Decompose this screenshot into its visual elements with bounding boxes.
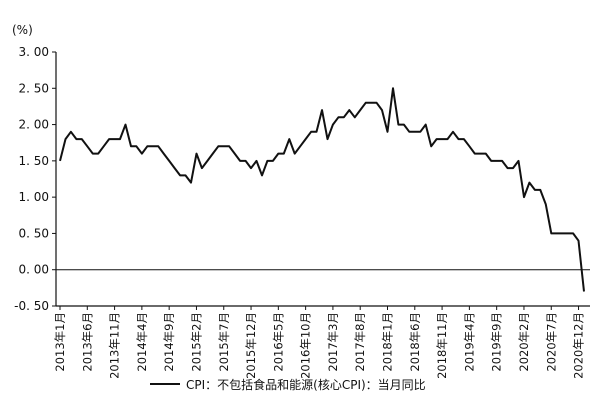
x-tick-label: 2015年7月 [217, 312, 231, 372]
x-tick-label: 2016年5月 [271, 312, 285, 372]
y-tick-label: 0. 50 [18, 226, 49, 240]
x-tick-label: 2018年11月 [435, 312, 449, 379]
y-tick-label: 0. 00 [18, 263, 49, 277]
x-tick-label: 2019年4月 [462, 312, 476, 372]
x-tick-label: 2019年9月 [490, 312, 504, 372]
x-tick-label: 2013年11月 [108, 312, 122, 379]
x-tick-label: 2015年2月 [189, 312, 203, 372]
y-tick-label: 2. 50 [18, 81, 49, 95]
x-tick-label: 2016年10月 [299, 312, 313, 379]
x-tick-label: 2013年6月 [80, 312, 94, 372]
x-tick-label: 2018年6月 [408, 312, 422, 372]
y-tick-labels: 3. 00 2. 50 2. 00 1. 50 1. 00 0. 50 0. 00 -0. 5… [14, 45, 56, 313]
y-tick-label: 1. 50 [18, 154, 49, 168]
x-tick-label: 2017年8月 [353, 312, 367, 372]
x-tick-label: 2013年1月 [53, 312, 67, 372]
legend: CPI：不包括食品和能源(核心CPI)：当月同比 [150, 377, 426, 392]
x-tick-label: 2018年1月 [381, 312, 395, 372]
series-layer [59, 87, 585, 292]
y-tick-label: 2. 00 [18, 118, 49, 132]
x-tick-label: 2020年12月 [572, 312, 586, 379]
x-tick-label: 2014年9月 [162, 312, 176, 372]
legend-series-label: CPI：不包括食品和能源(核心CPI)：当月同比 [186, 377, 426, 392]
x-tick-label: 2015年12月 [244, 312, 258, 379]
series-line-core-cpi [59, 87, 585, 292]
x-tick-label: 2020年7月 [544, 312, 558, 372]
x-tick-label: 2017年3月 [326, 312, 340, 372]
x-tick-labels: 2013年1月 2013年6月 2013年11月 2014年4月 2014年9月 2015… [53, 306, 586, 379]
y-tick-label: 1. 00 [18, 190, 49, 204]
axes [55, 52, 590, 307]
x-tick-label: 2020年2月 [517, 312, 531, 372]
y-tick-label: 3. 00 [18, 45, 49, 59]
y-tick-label: -0. 50 [14, 299, 49, 313]
x-tick-label: 2014年4月 [135, 312, 149, 372]
y-unit-label: (%) [12, 23, 33, 37]
